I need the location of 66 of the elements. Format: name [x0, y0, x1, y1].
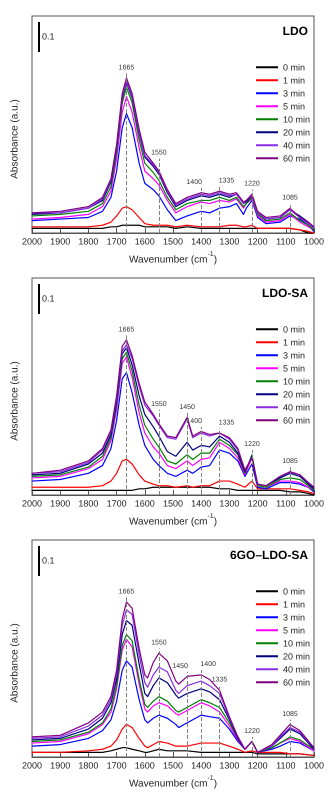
x-tick-label: 1400: [191, 498, 212, 508]
x-tick-label: 1700: [106, 236, 127, 246]
legend-label: 0 min: [282, 62, 305, 72]
x-tick-label: 2000: [22, 236, 42, 246]
legend-label: 1 min: [282, 337, 305, 348]
x-tick-label: 1800: [78, 760, 98, 770]
chart-title: LDO: [282, 24, 308, 38]
legend-label: 60 min: [282, 153, 310, 164]
x-tick-label: 1500: [162, 236, 184, 246]
x-tick-label: 1900: [50, 760, 70, 770]
x-tick-label: 1900: [50, 498, 70, 508]
x-tick-label: 1100: [276, 498, 296, 508]
x-tick-label: 1000: [304, 236, 324, 246]
legend-label: 40 min: [282, 402, 310, 412]
x-tick-label: 1200: [248, 498, 268, 508]
legend-label: 3 min: [282, 350, 305, 360]
x-tick-label: 1400: [191, 760, 212, 770]
chart-title: 6GO–LDO-SA: [230, 548, 308, 562]
legend-label: 10 min: [282, 114, 310, 124]
text: 0.1: [42, 32, 55, 42]
chart-title: LDO-SA: [262, 286, 308, 300]
x-tick-label: 1100: [276, 236, 296, 246]
x-tick-label: 1800: [78, 236, 98, 246]
x-tick-label: 1500: [162, 498, 184, 508]
x-tick-label: 1600: [134, 760, 155, 770]
x-tick-label: 1100: [276, 760, 296, 770]
y-axis-title: Absorbance (a.u.): [10, 623, 20, 703]
x-tick-label: 1000: [304, 760, 324, 770]
legend-label: 20 min: [282, 127, 310, 138]
x-tick-label: 1500: [162, 760, 184, 770]
x-tick-label: 1700: [106, 760, 127, 770]
legend-label: 20 min: [282, 389, 310, 400]
x-tick-label: 1800: [78, 498, 98, 508]
x-tick-label: 1300: [219, 236, 240, 246]
legend-label: 0 min: [282, 324, 305, 334]
legend-label: 10 min: [282, 638, 310, 648]
legend-label: 3 min: [282, 88, 305, 98]
y-axis-title: Absorbance (a.u.): [10, 99, 20, 179]
x-tick-label: 1400: [191, 236, 212, 246]
y-axis-title: Absorbance (a.u.): [10, 361, 20, 441]
legend-label: 5 min: [282, 625, 305, 636]
legend-label: 10 min: [282, 376, 310, 386]
text: 0.1: [42, 294, 55, 304]
legend-label: 1 min: [282, 599, 305, 610]
legend-label: 60 min: [282, 415, 310, 426]
legend-label: 3 min: [282, 612, 305, 622]
x-tick-label: 2000: [22, 760, 42, 770]
text: 0.1: [42, 556, 55, 566]
legend-label: 40 min: [282, 664, 310, 674]
legend-label: 1 min: [282, 75, 305, 86]
legend-label: 5 min: [282, 363, 305, 374]
x-tick-label: 1600: [134, 236, 155, 246]
x-tick-label: 1700: [106, 498, 127, 508]
x-tick-label: 1600: [134, 498, 155, 508]
legend-label: 40 min: [282, 140, 310, 150]
legend-label: 5 min: [282, 101, 305, 112]
legend-label: 0 min: [282, 586, 305, 596]
legend-label: 60 min: [282, 677, 310, 688]
x-tick-label: 1200: [248, 236, 268, 246]
legend-label: 20 min: [282, 651, 310, 662]
x-tick-label: 2000: [22, 498, 42, 508]
x-tick-label: 1300: [219, 498, 240, 508]
x-tick-label: 1000: [304, 498, 324, 508]
x-tick-label: 1900: [50, 236, 70, 246]
x-tick-label: 1300: [219, 760, 240, 770]
x-tick-label: 1200: [248, 760, 268, 770]
